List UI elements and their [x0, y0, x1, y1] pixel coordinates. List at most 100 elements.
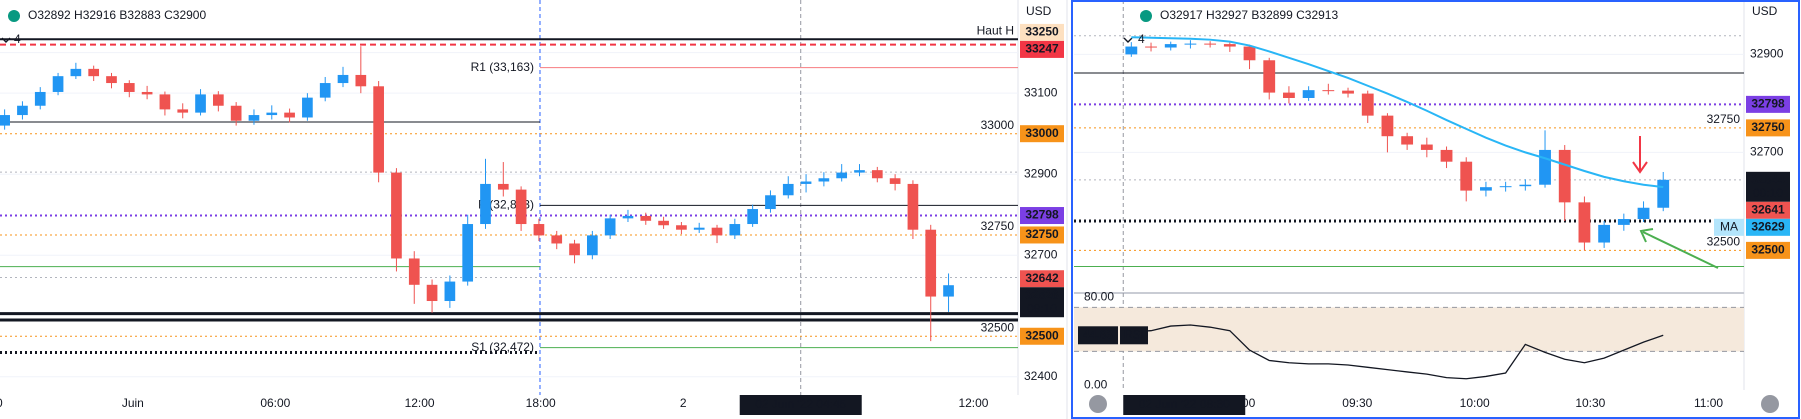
price-tag [1020, 327, 1064, 345]
candle-body [1401, 136, 1414, 145]
rsi-value: 44.63 [1083, 327, 1113, 341]
candle-body [1223, 44, 1236, 47]
candle-body [391, 172, 402, 259]
y-tick-label: 32900 [1750, 47, 1784, 61]
candle-body [195, 94, 206, 113]
price-tag-label: 32500 [1751, 243, 1785, 257]
price-tag-label: 32750 [1025, 227, 1059, 241]
crosshair-time-box [739, 395, 862, 415]
candle-body [1361, 93, 1374, 116]
candle-body [622, 215, 634, 219]
level-label: 32500 [981, 320, 1015, 334]
crosshair-time: 02 Juin '22 08:30 [1139, 397, 1230, 411]
candle-body [1322, 90, 1335, 92]
candle-body [248, 115, 260, 121]
x-tick-label: 09:30 [1342, 396, 1372, 410]
price-tag [1020, 40, 1064, 58]
candle-body [1499, 186, 1512, 188]
candle-body [70, 68, 82, 77]
rsi-name-box [1120, 326, 1148, 345]
annotations [1632, 136, 1719, 269]
candle-body [106, 76, 117, 84]
candle-body [1145, 46, 1157, 48]
rsi-line [1131, 324, 1664, 380]
candle-body [587, 235, 598, 256]
collapse-icon[interactable] [1123, 37, 1133, 43]
candle-body [1578, 202, 1591, 243]
candle-body [1125, 46, 1138, 55]
candle-body [34, 91, 46, 106]
nav-button[interactable] [1761, 395, 1779, 413]
rsi-value-box [1078, 326, 1118, 345]
y-tick-label: 32400 [1024, 369, 1058, 383]
candle-body [1342, 90, 1354, 94]
candle-body [444, 281, 456, 302]
status-icon[interactable] [1140, 10, 1152, 22]
candle-body [836, 172, 848, 179]
price-tag [1746, 218, 1790, 236]
price-tag [1020, 287, 1064, 318]
x-tick-label: 10:00 [1460, 396, 1490, 410]
candle-body [782, 183, 794, 196]
green-arrow [1639, 228, 1719, 269]
y-tick-label: 32700 [1750, 145, 1784, 159]
candle-body [1302, 90, 1315, 98]
candle-body [818, 178, 830, 182]
candle-body [230, 105, 242, 121]
candle-body [569, 243, 580, 256]
candle-body [355, 74, 367, 87]
price-tag-label: 32629 [1751, 219, 1785, 233]
nav-button[interactable] [1089, 395, 1107, 413]
candle-body [533, 224, 545, 236]
price-tag-label: 32500 [1025, 328, 1059, 342]
candle-body [1480, 187, 1492, 191]
level-label: 32500 [1707, 235, 1741, 249]
price-tag-time: 09:10 [1027, 301, 1057, 315]
price-tag [1746, 201, 1790, 219]
rsi-band [1074, 307, 1744, 352]
x-tick-label: 10:30 [1575, 396, 1605, 410]
rsi-name: RSI [1124, 327, 1144, 341]
candle-body [319, 83, 331, 98]
candle-body [284, 112, 295, 118]
candle-body [515, 189, 527, 225]
candle-body [302, 97, 313, 118]
candle-body [711, 227, 723, 236]
price-tag-label: 32642 [1025, 271, 1059, 285]
candle-body [747, 209, 758, 225]
candle-body [1381, 115, 1394, 137]
price-tag-label: 32798 [1751, 97, 1785, 111]
down-arrow [1632, 136, 1648, 174]
candle-body [1164, 44, 1177, 48]
candle-body [408, 258, 420, 285]
moving-average [1131, 36, 1664, 189]
price-tag-label: 32626 [1025, 288, 1059, 302]
series-tag-label: MA [1720, 219, 1738, 233]
candle-body [373, 86, 384, 173]
price-tag [1020, 270, 1064, 288]
candle-body [462, 224, 474, 282]
candle-body [1657, 179, 1670, 208]
x-tick-label: 12:00 [405, 396, 435, 410]
candle-body [854, 170, 865, 173]
candle-body [1440, 149, 1453, 162]
status-icon[interactable] [8, 10, 20, 22]
candle-body [1637, 207, 1650, 220]
candle-body [52, 76, 64, 92]
ohlc-legend: O32892 H32916 B32883 C32900 [28, 8, 206, 22]
candle-body [1539, 149, 1551, 185]
interval-badge: 4 [14, 32, 21, 46]
level-label: 32750 [981, 219, 1015, 233]
candle-body [123, 83, 135, 92]
candle-body [497, 183, 509, 190]
candle-body [871, 170, 883, 179]
candle-body [337, 74, 349, 84]
y-tick-label: 32700 [1024, 247, 1058, 261]
level-label: R1 (33,163) [471, 60, 534, 74]
currency: USD [1026, 4, 1052, 18]
candle-body [800, 181, 812, 184]
candle-body [676, 225, 687, 230]
